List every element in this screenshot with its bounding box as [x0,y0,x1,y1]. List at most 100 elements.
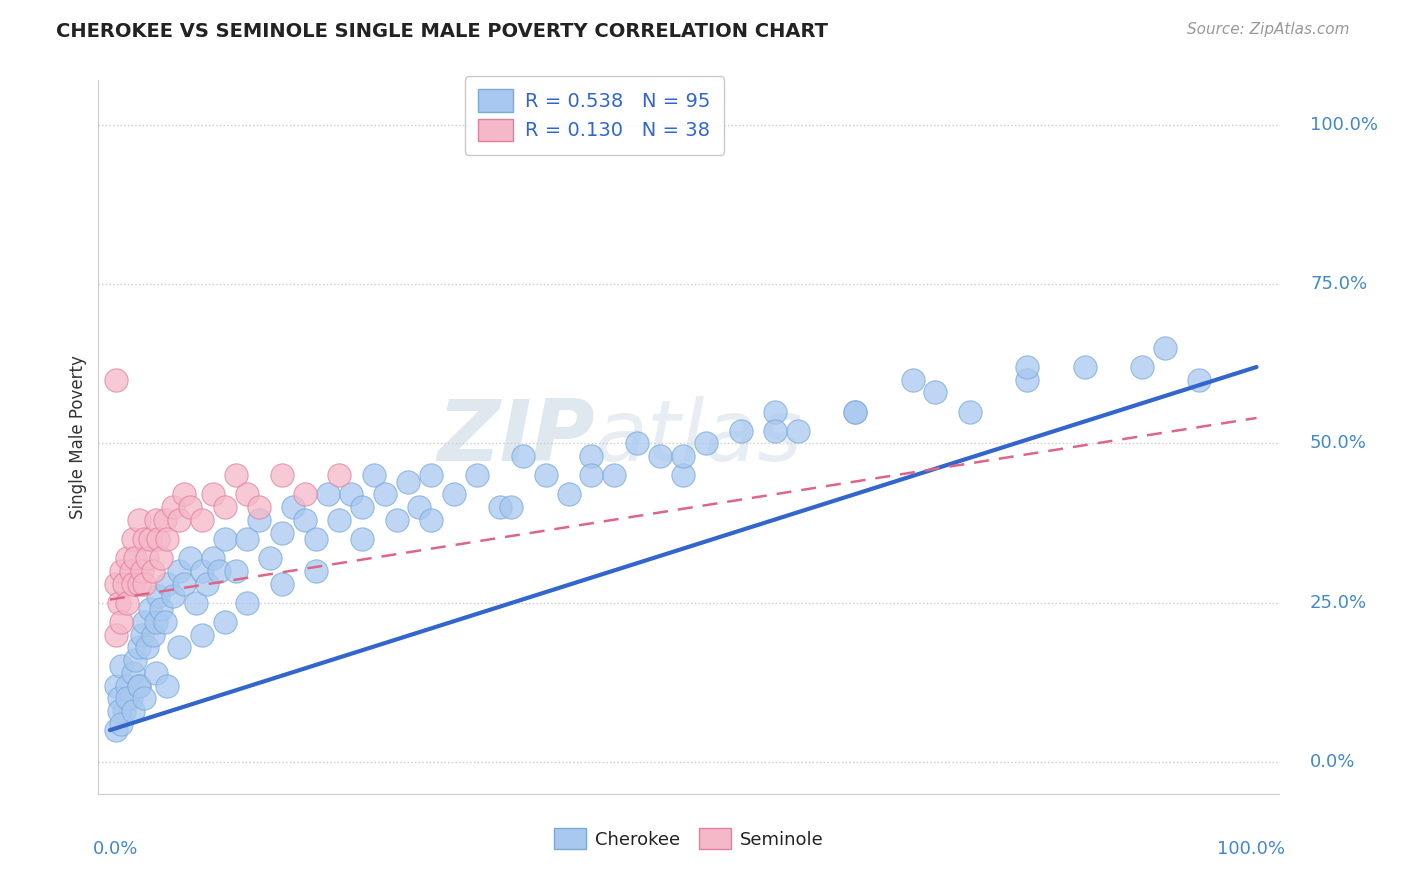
Point [110,615,132,629]
Point [162,590,184,604]
Text: 0.0%: 0.0% [93,840,138,858]
Point [142,627,165,641]
Point [146,590,169,604]
Point [730,424,752,438]
Point [208,564,231,578]
Point [134,532,156,546]
Point [120,691,142,706]
Point [305,564,328,578]
Point [763,424,786,438]
Point [134,691,156,706]
Point [363,468,385,483]
Point [153,615,176,629]
Point [501,500,523,515]
Text: 75.0%: 75.0% [1310,275,1367,293]
Point [1017,359,1039,374]
Point [145,615,167,629]
Point [128,679,150,693]
Text: 100.0%: 100.0% [1310,116,1378,134]
Point [156,576,179,591]
Point [108,691,131,706]
Point [420,513,443,527]
Point [167,640,190,655]
Point [305,532,328,546]
Point [128,576,150,591]
Point [385,513,408,527]
Point [190,564,212,578]
Point [763,404,786,418]
Text: Source: ZipAtlas.com: Source: ZipAtlas.com [1187,22,1350,37]
Point [142,564,165,578]
Point [603,468,626,483]
Point [294,513,316,527]
Point [420,468,443,483]
Point [270,576,292,591]
Point [112,704,135,718]
Point [146,532,169,546]
Point [283,500,305,515]
Point [557,487,579,501]
Point [115,691,138,706]
Point [236,532,259,546]
Point [650,449,672,463]
Point [134,615,156,629]
Point [104,627,127,641]
Point [225,468,247,483]
Text: 50.0%: 50.0% [1310,434,1367,452]
Point [316,487,339,501]
Point [328,513,350,527]
Point [128,513,150,527]
Point [534,468,557,483]
Point [408,500,430,515]
Text: CHEROKEE VS SEMINOLE SINGLE MALE POVERTY CORRELATION CHART: CHEROKEE VS SEMINOLE SINGLE MALE POVERTY… [56,22,828,41]
Point [959,404,981,418]
Point [695,436,717,450]
Point [374,487,396,501]
Point [120,564,142,578]
Point [247,500,270,515]
Point [145,665,167,680]
Point [236,596,259,610]
Text: ZIP: ZIP [437,395,595,479]
Point [1188,373,1211,387]
Point [247,513,270,527]
Text: 0.0%: 0.0% [1310,753,1355,771]
Point [1130,359,1153,374]
Point [259,551,281,566]
Point [512,449,534,463]
Point [156,532,179,546]
Point [924,385,946,400]
Point [167,513,190,527]
Point [112,576,135,591]
Point [190,513,212,527]
Point [626,436,648,450]
Point [162,500,184,515]
Point [139,602,162,616]
Point [672,468,695,483]
Point [786,424,808,438]
Point [1153,341,1175,355]
Point [110,716,132,731]
Point [153,513,176,527]
Point [104,373,127,387]
Point [214,532,236,546]
Text: 100.0%: 100.0% [1218,840,1285,858]
Point [328,468,350,483]
Point [108,596,131,610]
Point [135,640,157,655]
Point [121,576,143,591]
Point [270,525,292,540]
Point [270,468,292,483]
Point [139,532,162,546]
Point [225,564,247,578]
Point [184,596,207,610]
Point [104,576,127,591]
Point [135,551,157,566]
Point [134,576,156,591]
Point [115,596,138,610]
Point [844,404,866,418]
Point [465,468,488,483]
Point [190,627,212,641]
Point [1073,359,1095,374]
Point [128,640,150,655]
